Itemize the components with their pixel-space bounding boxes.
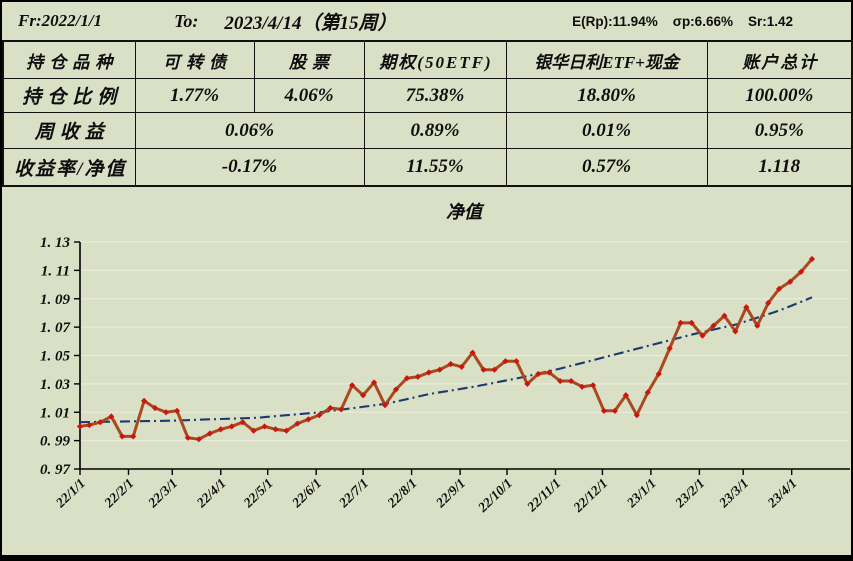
date-to-value: 2023/4/14（第15周） (224, 12, 397, 34)
x-tick-label: 22/2/1 (101, 475, 137, 510)
x-tick-label: 22/10/1 (474, 475, 515, 515)
ratio-stock[interactable]: 4.06% (253, 78, 365, 113)
chart-title: 净值 (446, 202, 485, 222)
x-tick-label: 22/7/1 (335, 475, 371, 510)
y-tick-label: 1. 13 (40, 235, 71, 251)
col-header-stock[interactable]: 股票 (253, 40, 365, 79)
ratio-etf-cash[interactable]: 18.80% (505, 78, 708, 113)
x-tick-label: 22/12/1 (570, 475, 611, 515)
y-tick-label: 1. 01 (40, 405, 70, 421)
y-tick-label: 1. 07 (40, 320, 71, 336)
col-header-etf-cash[interactable]: 银华日利ETF+现金 (505, 40, 708, 79)
x-tick-label: 22/6/1 (288, 475, 324, 510)
ratio-option[interactable]: 75.38% (363, 78, 507, 113)
date-from: Fr:2022/1/1 (18, 11, 103, 30)
ratio-convertible-bond[interactable]: 1.77% (134, 78, 255, 113)
row-label-position-ratio[interactable]: 持仓比例 (2, 78, 136, 113)
stat-sigma: σp:6.66% (672, 13, 733, 29)
x-tick-label: 22/11/1 (523, 475, 563, 515)
weekly-etf-cash[interactable]: 0.01% (505, 112, 708, 149)
stat-sharpe: Sr:1.42 (747, 13, 793, 29)
x-tick-label: 22/9/1 (432, 475, 468, 510)
y-tick-label: 1. 11 (41, 263, 70, 279)
stat-expected-return: E(Rp):11.94% (572, 13, 658, 29)
y-tick-label: 0. 99 (40, 434, 71, 450)
x-tick-label: 22/1/1 (52, 475, 88, 510)
report-header: Fr:2022/1/1 To: 2023/4/14（第15周） E(Rp):11… (2, 2, 851, 40)
x-tick-label: 22/3/1 (144, 475, 180, 510)
x-tick-label: 23/4/1 (764, 475, 800, 510)
col-header-account-total[interactable]: 账户总计 (706, 40, 853, 79)
y-tick-label: 1. 05 (40, 349, 71, 365)
col-header-option-50etf[interactable]: 期权(50ETF) (363, 40, 507, 79)
x-tick-label: 22/8/1 (384, 475, 420, 510)
col-header-variety[interactable]: 持仓品种 (2, 40, 136, 79)
y-tick-label: 1. 03 (40, 377, 71, 393)
return-netvalue-row: 收益率/净值 -0.17% 11.55% 0.57% 1.118 (2, 148, 853, 187)
holdings-table: 持仓品种 可转债 股票 期权(50ETF) 银华日利ETF+现金 账户总计 持仓… (2, 40, 853, 187)
trend-line (79, 296, 813, 424)
x-tick-label: 22/4/1 (193, 475, 229, 510)
netvalue-total[interactable]: 1.118 (706, 148, 853, 187)
date-to-label: To: (174, 10, 199, 31)
ratio-total[interactable]: 100.00% (706, 78, 853, 113)
return-option[interactable]: 11.55% (363, 148, 507, 187)
return-etf-cash[interactable]: 0.57% (505, 148, 708, 187)
weekly-return-row: 周收益 0.06% 0.89% 0.01% 0.95% (2, 112, 853, 149)
weekly-total[interactable]: 0.95% (706, 112, 853, 149)
y-tick-label: 0. 97 (40, 462, 71, 478)
x-tick-label: 23/2/1 (672, 475, 708, 510)
net-value-chart[interactable]: 净值 1. 13 1. 11 1. 09 1. 07 1. 05 1. 03 1. 01 0. … (2, 194, 851, 555)
row-label-weekly-return[interactable]: 周收益 (2, 112, 136, 149)
x-tick-label: 23/3/1 (715, 475, 751, 510)
net-value-markers (76, 255, 816, 443)
row-label-return-netvalue[interactable]: 收益率/净值 (2, 148, 136, 187)
y-tick-label: 1. 09 (40, 292, 71, 308)
x-tick-label: 22/5/1 (240, 475, 276, 510)
net-value-chart-canvas: 净值 1. 13 1. 11 1. 09 1. 07 1. 05 1. 03 1. 01 0. … (40, 202, 850, 516)
col-header-convertible-bond[interactable]: 可转债 (134, 40, 255, 79)
stats-group: E(Rp):11.94% σp:6.66% Sr:1.42 (572, 14, 793, 29)
return-bond-stock[interactable]: -0.17% (134, 148, 365, 187)
table-header-row: 持仓品种 可转债 股票 期权(50ETF) 银华日利ETF+现金 账户总计 (2, 40, 853, 79)
weekly-bond-stock[interactable]: 0.06% (134, 112, 365, 149)
weekly-option[interactable]: 0.89% (363, 112, 507, 149)
position-ratio-row: 持仓比例 1.77% 4.06% 75.38% 18.80% 100.00% (2, 78, 853, 113)
x-tick-label: 23/1/1 (623, 475, 659, 510)
